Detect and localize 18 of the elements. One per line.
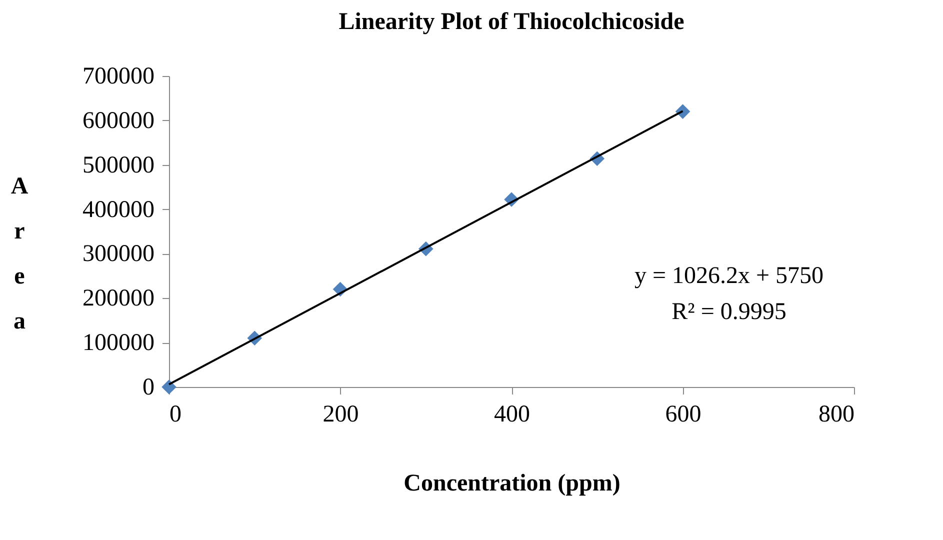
y-tick-label: 100000	[82, 330, 154, 356]
chart-title: Linearity Plot of Thiocolchicoside	[338, 9, 685, 35]
x-tick-label: 800	[818, 402, 854, 428]
y-axis-title: Area	[10, 174, 29, 334]
x-tick-label: 0	[170, 402, 182, 428]
y-tick-label: 500000	[82, 152, 154, 178]
y-tick-label: 700000	[82, 64, 154, 90]
x-axis-title: Concentration (ppm)	[404, 470, 620, 496]
x-tick-label: 400	[494, 402, 530, 428]
x-tick-label: 600	[665, 402, 702, 428]
y-tick-label: 400000	[82, 196, 154, 223]
annotation: y = 1026.2x + 5750	[634, 263, 824, 289]
y-tick-label: 200000	[82, 286, 154, 312]
y-tick-label: 0	[142, 374, 154, 400]
y-tick-label: 600000	[82, 108, 154, 134]
y-tick-label: 300000	[82, 241, 154, 268]
annotation: R² = 0.9995	[672, 299, 786, 325]
x-tick-label: 200	[322, 402, 359, 428]
